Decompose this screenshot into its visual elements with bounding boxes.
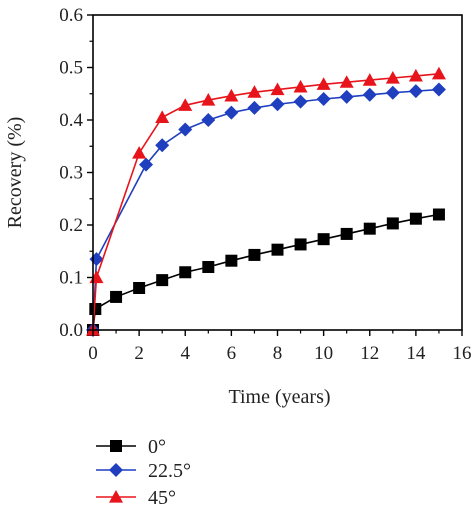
data-point-s1-8 [270, 97, 285, 112]
y-tick-label: 0.5 [59, 58, 83, 79]
y-tick-label: 0.2 [59, 215, 83, 236]
data-point-s2-8 [270, 82, 285, 96]
data-point-s1-6 [224, 105, 239, 120]
data-point-s0-14 [386, 217, 399, 230]
data-point-s1-4 [178, 122, 193, 137]
data-point-s2-15 [431, 66, 446, 80]
data-point-s0-4 [156, 274, 169, 287]
y-tick-label: 0.0 [59, 320, 83, 341]
x-tick-label: 8 [273, 343, 283, 364]
y-tick-label: 0.3 [59, 163, 83, 184]
series-line-0 [92, 213, 440, 331]
series-line-2 [92, 73, 440, 331]
data-point-s1-13 [385, 85, 400, 100]
data-point-s2-10 [316, 77, 331, 90]
data-point-s2-4 [178, 98, 193, 111]
data-point-s2-6 [224, 88, 239, 102]
data-point-s2-3 [155, 110, 170, 123]
data-point-s1-15 [431, 82, 446, 97]
x-tick-label: 12 [360, 343, 379, 364]
axes: 0 2 4 6 8 10 12 14 16 0.0 0.1 0.2 0.3 0.4 0.5 0.6 Time (… [4, 5, 472, 408]
data-point-s0-2 [110, 290, 123, 303]
y-tick-label: 0.4 [59, 110, 83, 131]
data-point-s1-2 [139, 157, 154, 172]
data-point-s1-9 [293, 94, 308, 109]
data-point-s2-13 [385, 71, 400, 84]
series-line-1 [92, 88, 439, 331]
data-point-s2-2 [132, 146, 147, 159]
data-point-s1-14 [408, 84, 423, 99]
data-point-s0-8 [248, 248, 261, 261]
data-point-s1-5 [201, 113, 216, 127]
legend: 0°22.5° 45° [96, 436, 191, 509]
legend-marker-0 [110, 440, 122, 452]
data-point-s2-14 [408, 68, 423, 82]
plot-area [86, 66, 446, 337]
plot-frame [92, 14, 463, 331]
data-point-s1-11 [339, 89, 354, 104]
data-point-s2-5 [201, 93, 216, 106]
data-point-s1-12 [362, 87, 377, 102]
x-tick-label: 6 [227, 343, 237, 364]
y-axis-title: Recovery (%) [4, 117, 26, 229]
data-point-s2-9 [293, 79, 308, 93]
legend-label-1: 22.5° [148, 460, 191, 482]
data-point-s0-7 [225, 254, 238, 267]
x-tick-label: 10 [314, 343, 333, 364]
x-tick-label: 4 [181, 343, 191, 364]
data-point-s2-11 [339, 75, 354, 88]
data-point-s0-3 [133, 282, 146, 294]
data-point-s1-10 [316, 92, 331, 106]
data-point-s1-3 [155, 138, 170, 153]
y-tick-label: 0.6 [59, 5, 83, 26]
data-point-s1-7 [247, 100, 262, 115]
data-point-s0-11 [317, 233, 330, 246]
data-point-s0-6 [202, 261, 215, 273]
data-point-s2-7 [247, 85, 262, 98]
x-tick-label: 16 [453, 343, 472, 364]
x-tick-label: 14 [406, 343, 426, 364]
y-tick-label: 0.1 [59, 268, 83, 289]
data-point-s0-12 [340, 227, 353, 240]
legend-label-0: 0° [148, 436, 166, 458]
data-point-s0-5 [179, 266, 192, 279]
data-point-s2-12 [362, 73, 377, 86]
legend-marker-1 [109, 463, 123, 477]
data-point-s0-9 [271, 243, 284, 256]
data-point-s0-13 [363, 222, 376, 235]
data-point-s0-16 [432, 208, 445, 221]
legend-marker-2 [109, 490, 123, 503]
x-axis-title: Time (years) [228, 386, 330, 408]
x-tick-label: 0 [88, 343, 98, 364]
data-point-s0-10 [294, 238, 307, 251]
legend-label-2: 45° [148, 487, 176, 509]
data-point-s0-15 [409, 212, 422, 225]
x-tick-label: 2 [134, 343, 144, 364]
